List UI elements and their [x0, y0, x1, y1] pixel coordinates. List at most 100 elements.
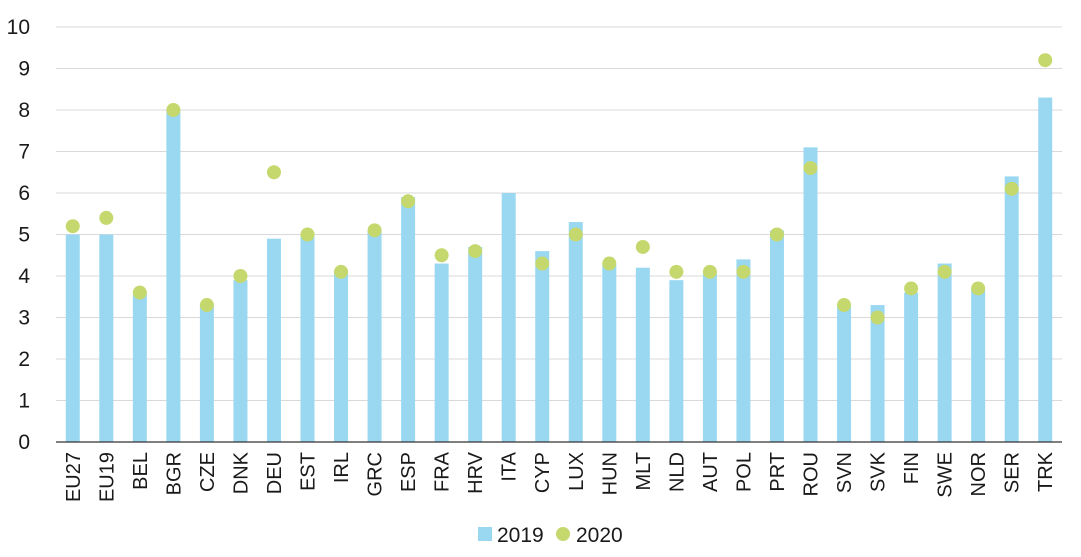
y-tick-label: 8 [18, 99, 30, 122]
x-tick-label-eu27: EU27 [63, 452, 85, 502]
dot-2020-bel [132, 285, 147, 300]
x-tick-label-bel: BEL [130, 452, 152, 490]
dot-2020-esp [401, 194, 416, 209]
y-tick-label: 2 [18, 348, 30, 371]
dot-2020-hun [602, 256, 617, 271]
dot-2020-mlt [635, 239, 650, 254]
x-tick-label-est: EST [298, 452, 320, 491]
dot-2020-prt [769, 227, 784, 242]
dot-2020-pol [736, 264, 751, 279]
y-tick-label: 1 [18, 390, 30, 413]
bar-2019-eu19 [99, 234, 114, 442]
bar-2019-grc [367, 230, 382, 442]
x-axis-ticks: EU27 EU19 BEL BGR CZE DNK DEU EST IRL GRC ESP FRA HR… [63, 451, 1057, 502]
bar-2019-mlt [635, 267, 650, 442]
dot-2020-svn [837, 298, 852, 313]
dot-2020-irl [334, 264, 349, 279]
y-tick-label: 0 [18, 431, 30, 454]
gridlines [56, 26, 1062, 401]
bar-2019-bel [132, 292, 147, 442]
dot-2020-deu [266, 165, 281, 180]
bar-2019-ita [501, 193, 516, 442]
dot-2020-swe [937, 264, 952, 279]
y-tick-label: 6 [18, 182, 30, 205]
bar-2019-pol [736, 259, 751, 442]
series-2020-dots [65, 53, 1053, 325]
bar-2019-esp [401, 197, 416, 442]
dot-2020-lux [568, 227, 583, 242]
dot-2020-rou [803, 161, 818, 176]
y-tick-label: 4 [18, 265, 30, 288]
legend: 2019 2020 [478, 524, 623, 547]
bar-2019-ser [1004, 176, 1019, 442]
legend-swatch-2020 [556, 527, 570, 541]
x-tick-label-rou: ROU [801, 452, 823, 496]
x-tick-label-svk: SVK [868, 451, 890, 492]
dot-2020-bgr [166, 103, 181, 117]
x-tick-label-nor: NOR [968, 452, 990, 496]
dot-2020-fin [904, 281, 919, 296]
dot-2020-hrv [468, 244, 483, 259]
x-tick-label-nld: NLD [666, 452, 688, 492]
y-tick-label: 3 [18, 307, 30, 330]
dot-2020-ser [1004, 181, 1019, 196]
x-tick-label-cyp: CYP [532, 452, 554, 493]
x-tick-label-irl: IRL [331, 452, 353, 483]
bar-2019-swe [937, 263, 952, 442]
bar-2019-prt [769, 230, 784, 442]
x-tick-label-aut: AUT [700, 452, 722, 492]
y-tick-label: 10 [7, 16, 30, 39]
y-tick-label: 5 [18, 224, 30, 247]
bar-2019-est [300, 234, 315, 442]
y-axis-ticks: 0 1 2 3 4 5 6 7 8 9 10 [7, 16, 31, 454]
bar-2019-dnk [233, 280, 248, 442]
series-2019-bars [65, 97, 1053, 443]
dot-2020-fra [434, 248, 449, 263]
dot-2020-grc [367, 223, 382, 238]
dot-2020-svk [870, 310, 885, 325]
x-tick-label-lux: LUX [566, 452, 588, 491]
x-tick-label-prt: PRT [767, 452, 789, 492]
x-tick-label-fra: FRA [432, 451, 454, 492]
bar-2019-cyp [535, 251, 550, 442]
y-tick-label: 9 [18, 58, 30, 81]
x-tick-label-ita: ITA [499, 451, 521, 481]
x-tick-label-trk: TRK [1035, 451, 1057, 492]
x-tick-label-ser: SER [1002, 452, 1024, 493]
x-tick-label-pol: POL [733, 452, 755, 492]
bar-2019-lux [568, 222, 583, 442]
y-tick-label: 7 [18, 141, 30, 164]
x-tick-label-svn: SVN [834, 452, 856, 493]
x-tick-label-fin: FIN [901, 452, 923, 484]
legend-swatch-2019 [478, 527, 492, 541]
bar-2019-nld [669, 280, 684, 442]
x-tick-label-hun: HUN [599, 452, 621, 495]
bar-2019-svn [837, 305, 852, 442]
bar-2019-fra [434, 263, 449, 442]
x-tick-label-hrv: HRV [465, 451, 487, 494]
dot-2020-cze [199, 298, 214, 313]
x-tick-label-bgr: BGR [163, 452, 185, 495]
bar-2019-hrv [468, 246, 483, 442]
legend-label-2020: 2020 [576, 524, 623, 547]
dot-2020-aut [702, 264, 717, 279]
bar-2019-trk [1038, 97, 1053, 443]
bar-2019-bgr [166, 110, 181, 442]
dot-2020-nor [971, 281, 986, 296]
bar-2019-cze [199, 305, 214, 442]
dot-2020-nld [669, 264, 684, 279]
x-tick-label-dnk: DNK [230, 451, 252, 494]
dot-2020-est [300, 227, 315, 242]
bar-2019-eu27 [65, 234, 80, 442]
x-tick-label-esp: ESP [398, 452, 420, 492]
x-tick-label-eu19: EU19 [96, 452, 118, 502]
x-tick-label-mlt: MLT [633, 452, 655, 491]
bar-2019-rou [803, 147, 818, 442]
dot-2020-dnk [233, 269, 248, 283]
bar-2019-deu [266, 238, 281, 442]
legend-label-2019: 2019 [497, 524, 544, 547]
x-tick-label-grc: GRC [365, 452, 387, 496]
bar-2019-nor [971, 288, 986, 442]
